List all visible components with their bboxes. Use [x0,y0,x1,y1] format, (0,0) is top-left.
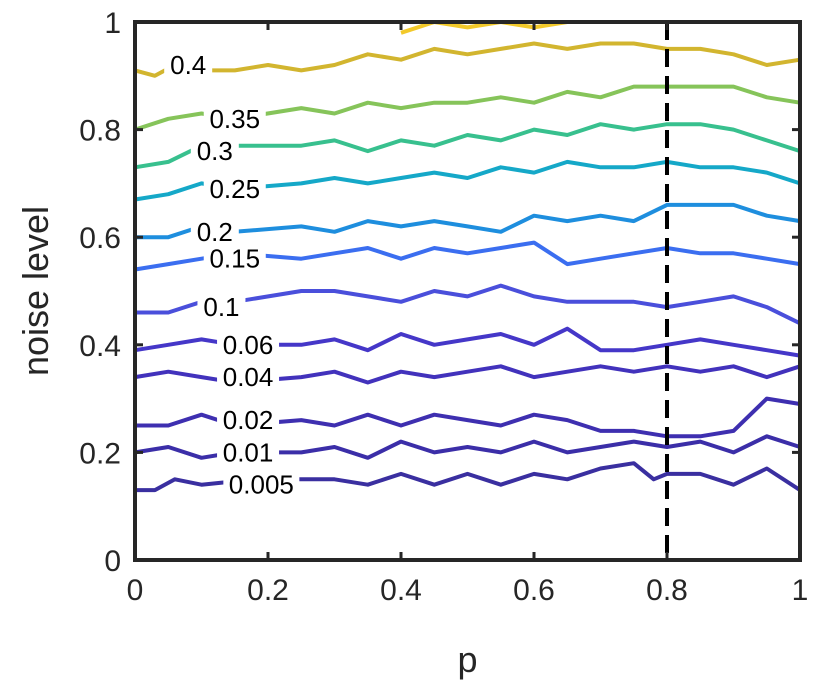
x-axis-label: p [457,639,477,680]
contour-label-bg-5 [197,294,246,321]
contour-label-5: 0.1 [203,292,239,322]
contour-line-7 [135,202,801,240]
contour-label-3: 0.04 [223,362,274,392]
contour-label-bg-11 [164,52,213,79]
contour-label-bg-9 [190,138,239,165]
contour-labels: 0.0050.010.020.040.060.10.150.20.250.30.… [164,50,300,500]
contour-label-11: 0.4 [170,50,206,80]
y-tick-label-5: 1 [104,7,121,40]
contour-line-5 [135,283,801,326]
y-tick-label-4: 0.8 [79,115,121,148]
contour-label-7: 0.2 [197,217,233,247]
x-tick-label-5: 1 [792,574,809,607]
contour-line-11 [134,41,801,78]
contour-label-bg-7 [190,218,239,245]
contour-label-8: 0.25 [209,174,260,204]
contour-label-bg-8 [203,175,266,202]
y-axis-label: noise level [15,206,56,376]
contour-label-10: 0.35 [209,104,260,134]
x-tick-label-1: 0.2 [247,574,289,607]
contour-label-bg-4 [217,331,280,358]
contour-line-9 [134,122,801,170]
plot-frame [133,20,802,562]
contour-label-9: 0.3 [197,136,233,166]
contour-label-bg-3 [217,364,280,391]
x-tick-label-3: 0.6 [513,574,555,607]
y-tick-label-0: 0 [104,545,121,578]
contour-label-bg-10 [203,105,266,132]
x-tick-label-2: 0.4 [380,574,422,607]
y-tick-label-2: 0.4 [79,330,121,363]
x-tick-label-0: 0 [127,574,144,607]
contour-label-bg-6 [203,245,266,272]
contour-label-bg-1 [217,439,280,466]
contour-label-4: 0.06 [223,330,274,360]
contour-line-0 [135,461,802,493]
contour-label-0: 0.005 [229,470,294,500]
y-tick-label-3: 0.6 [79,222,121,255]
axis-ticks [133,20,802,562]
contour-label-bg-0 [223,471,300,498]
contour-label-bg-2 [217,407,280,434]
tick-labels: 0 0.2 0.4 0.6 0.8 1 0 0.2 0.4 0.6 0.8 1 [79,7,808,607]
x-tick-label-4: 0.8 [646,574,688,607]
contour-label-2: 0.02 [223,405,274,435]
contour-label-1: 0.01 [223,437,274,467]
y-tick-label-1: 0.2 [79,437,121,470]
contour-label-6: 0.15 [209,244,260,274]
